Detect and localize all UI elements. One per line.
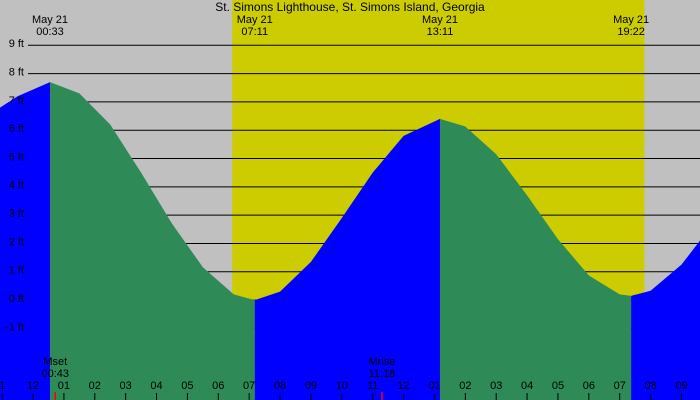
x-tick-label: 07 (243, 380, 255, 392)
x-tick-label: 05 (181, 380, 193, 392)
x-tick-label: 03 (490, 380, 502, 392)
x-tick-label: 04 (521, 380, 533, 392)
y-tick-label: 7 ft (9, 95, 24, 107)
moon-event-label: Mset (43, 356, 67, 368)
tide-date-label: May 21 (237, 14, 273, 26)
tide-time-label: 07:11 (241, 26, 268, 38)
x-tick-label: 07 (614, 380, 626, 392)
rising-tide-area (631, 240, 700, 400)
x-tick-label: 08 (644, 380, 656, 392)
y-tick-label: -1 ft (5, 321, 24, 333)
moon-event-time: 00:43 (42, 368, 70, 380)
tide-time-label: 19:22 (617, 26, 645, 38)
x-tick-label: 1 (0, 380, 5, 392)
moon-event-time: 11:18 (369, 368, 396, 380)
x-tick-label: 02 (459, 380, 471, 392)
x-tick-label: 06 (583, 380, 595, 392)
tide-layer (0, 82, 700, 400)
x-tick-label: 06 (212, 380, 224, 392)
x-tick-label: 03 (120, 380, 132, 392)
x-tick-label: 01 (428, 380, 440, 392)
x-tick-label: 09 (305, 380, 317, 392)
y-tick-label: 9 ft (9, 38, 24, 50)
moon-event-label: Mrise (369, 356, 396, 368)
falling-tide-area (50, 82, 255, 400)
tide-date-label: May 21 (422, 14, 458, 26)
x-tick-label: 10 (336, 380, 348, 392)
tide-date-label: May 21 (32, 14, 68, 26)
chart-title: St. Simons Lighthouse, St. Simons Island… (215, 0, 485, 14)
y-tick-label: 8 ft (9, 67, 24, 79)
y-tick-label: 2 ft (9, 236, 24, 248)
tide-date-label: May 21 (613, 14, 649, 26)
y-tick-label: 1 ft (9, 265, 24, 277)
y-tick-label: 3 ft (9, 208, 24, 220)
rising-tide-area (254, 118, 441, 400)
x-tick-label: 09 (675, 380, 687, 392)
y-tick-label: 6 ft (9, 123, 24, 135)
rising-tide-area (0, 82, 51, 400)
tide-time-label: 13:11 (427, 26, 454, 38)
x-tick-label: 12 (27, 380, 39, 392)
y-tick-label: 4 ft (9, 180, 24, 192)
x-tick-label: 11 (367, 380, 378, 392)
y-tick-label: 0 ft (9, 293, 24, 305)
falling-tide-area (440, 118, 632, 400)
x-tick-label: 05 (552, 380, 564, 392)
x-tick-label: 08 (274, 380, 286, 392)
tide-time-label: 00:33 (36, 26, 64, 38)
x-tick-label: 02 (89, 380, 101, 392)
x-tick-label: 01 (58, 380, 70, 392)
y-tick-label: 5 ft (9, 151, 24, 163)
x-tick-label: 12 (397, 380, 409, 392)
x-tick-label: 04 (150, 380, 162, 392)
